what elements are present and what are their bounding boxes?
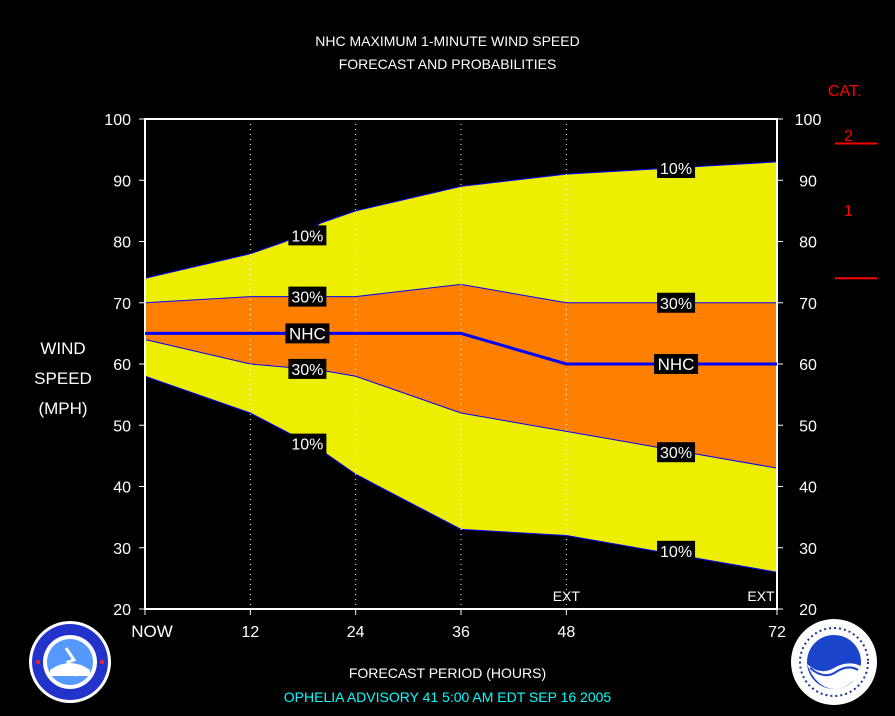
y-axis-label-line3: (MPH) xyxy=(38,399,88,418)
noaa-logo-icon xyxy=(791,619,877,705)
series-label-box xyxy=(657,158,696,178)
series-label-text: 10% xyxy=(660,161,692,178)
series-label-text: 10% xyxy=(291,437,323,454)
x-axis-label: FORECAST PERIOD (HOURS) xyxy=(348,665,547,681)
series-label-box xyxy=(288,358,327,379)
series-label-box xyxy=(654,354,699,374)
series-line-upper-10pct xyxy=(144,161,778,279)
y-axis-label-line2: SPEED xyxy=(34,369,92,388)
x-tick-label-24: 24 xyxy=(347,624,365,641)
series-line-nhc xyxy=(145,331,777,366)
y-tick-label-left-20: 20 xyxy=(113,602,131,619)
series-label-box xyxy=(288,225,327,246)
series-line-upper-30pct xyxy=(144,283,777,304)
y-tick-label-right-70: 70 xyxy=(799,296,817,313)
category-label-2: 2 xyxy=(844,128,853,145)
y-tick-label-right-80: 80 xyxy=(799,235,817,252)
series-label-text: 30% xyxy=(291,290,323,307)
y-tick-label-right-20: 20 xyxy=(799,602,817,619)
series-label-text: 30% xyxy=(660,445,692,462)
ext-label-72: EXT xyxy=(747,588,775,604)
series-label-box xyxy=(657,442,696,463)
series-label-box xyxy=(285,323,330,344)
series-label-box xyxy=(657,540,696,561)
series-label-text: NHC xyxy=(658,355,695,374)
series-label-text: 30% xyxy=(660,296,692,313)
series-label-text: 10% xyxy=(660,544,692,561)
series-label-nhc-7: NHC xyxy=(654,354,699,374)
advisory-text: OPHELIA ADVISORY 41 5:00 AM EDT SEP 16 2… xyxy=(283,689,612,705)
category-title: CAT. xyxy=(828,83,862,100)
series-label-30pct-3: 30% xyxy=(288,358,327,379)
series-label-30pct-1: 30% xyxy=(288,286,327,307)
y-tick-label-left-70: 70 xyxy=(113,296,131,313)
x-tick-label-72: 72 xyxy=(768,624,786,641)
y-tick-label-right-40: 40 xyxy=(799,480,817,497)
y-tick-label-left-40: 40 xyxy=(113,480,131,497)
y-tick-label-left-50: 50 xyxy=(113,418,131,435)
series-label-box xyxy=(288,433,327,454)
y-tick-label-right-30: 30 xyxy=(799,541,817,558)
series-label-10pct-5: 10% xyxy=(657,158,696,178)
y-tick-label-left-60: 60 xyxy=(113,357,131,374)
x-tick-label-12: 12 xyxy=(241,624,259,641)
series-label-text: 30% xyxy=(291,362,323,379)
x-tick-label-now: NOW xyxy=(131,622,173,641)
nws-logo-icon xyxy=(29,621,111,703)
chart-subtitle: FORECAST AND PROBABILITIES xyxy=(338,56,557,72)
series-label-30pct-8: 30% xyxy=(657,442,696,463)
ext-label-48: EXT xyxy=(553,588,581,604)
series-label-nhc-2: NHC xyxy=(285,323,330,344)
x-tick-label-36: 36 xyxy=(452,624,470,641)
series-label-30pct-6: 30% xyxy=(657,292,696,313)
chart-title: NHC MAXIMUM 1-MINUTE WIND SPEED xyxy=(315,33,580,49)
y-tick-label-left-90: 90 xyxy=(113,173,131,190)
series-label-10pct-9: 10% xyxy=(657,540,696,561)
x-tick-label-48: 48 xyxy=(557,624,575,641)
y-tick-label-right-50: 50 xyxy=(799,418,817,435)
series-line-lower-10pct xyxy=(144,375,778,573)
category-label-1: 1 xyxy=(844,203,853,220)
series-label-box xyxy=(657,292,696,313)
series-label-10pct-4: 10% xyxy=(288,433,327,454)
series-label-box xyxy=(288,286,327,307)
y-tick-label-right-60: 60 xyxy=(799,357,817,374)
series-label-text: 10% xyxy=(291,228,323,245)
y-tick-label-left-80: 80 xyxy=(113,235,131,252)
y-tick-label-left-30: 30 xyxy=(113,541,131,558)
series-label-10pct-0: 10% xyxy=(288,225,327,246)
y-axis-label-line1: WIND xyxy=(40,339,86,358)
y-tick-label-left-100: 100 xyxy=(104,112,131,129)
y-tick-label-right-90: 90 xyxy=(799,173,817,190)
series-label-text: NHC xyxy=(289,324,326,343)
y-tick-label-right-100: 100 xyxy=(795,112,822,129)
